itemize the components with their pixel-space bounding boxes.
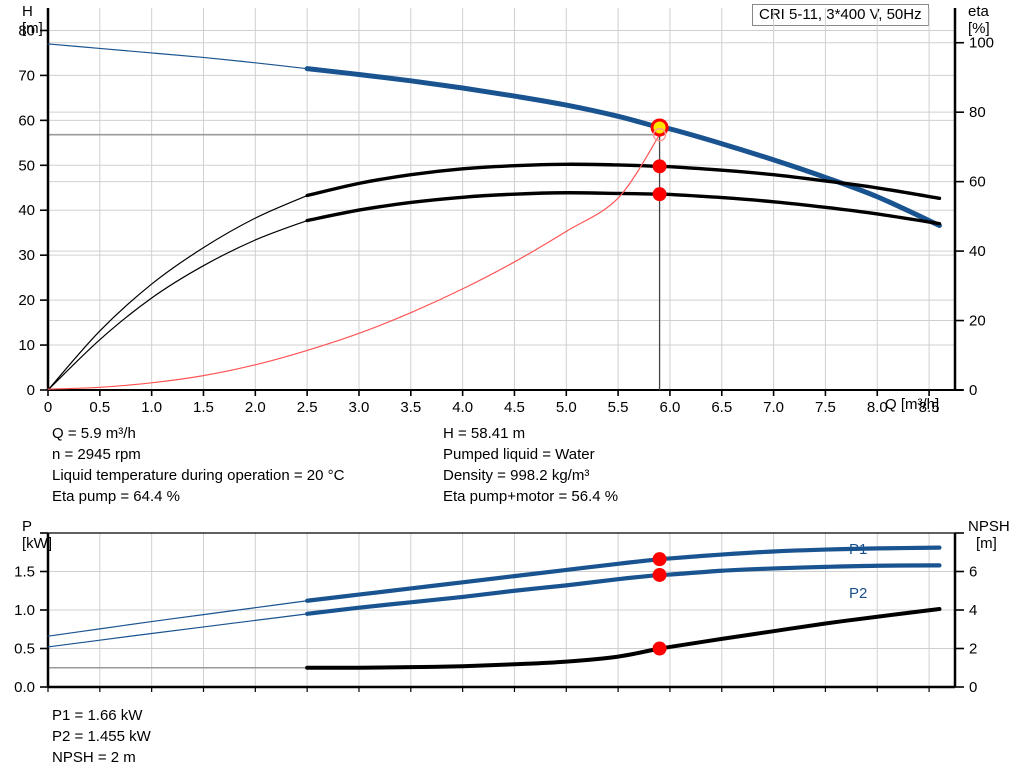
curve-p2-thin-extension: [47, 613, 308, 648]
top-x-tick-7: 3.5: [400, 399, 421, 416]
top-y-tick-70: 70: [18, 67, 35, 84]
duty-point-eta-pump-motor: [652, 187, 667, 202]
top-x-tick-5: 2.5: [297, 399, 318, 416]
top-y-tick-20: 20: [18, 292, 35, 309]
top-y-tick-30: 30: [18, 247, 35, 264]
curve-system-curve: [47, 134, 661, 390]
top-y-tick-40: 40: [18, 202, 35, 219]
top-x-tick-0: 0: [44, 399, 52, 416]
system-curve-point: [652, 128, 667, 142]
head-eta-chart: 0 10 20 30 40 50 60 70 80 0 20 40 60 80 100 0 0.5 1.0 1.5 2…: [18, 8, 994, 416]
info-col1-line-3: Eta pump = 64.4 %: [52, 488, 180, 505]
p2-curve-label: P2: [849, 585, 868, 602]
top-x-tick-16: 8.0: [867, 399, 888, 416]
top-y-tick-0: 0: [27, 382, 35, 399]
bottom-y-tick-1: 0.5: [14, 641, 35, 658]
curve-head-h-thin-extension: [47, 43, 308, 70]
top-x-axis-title: Q [m³/h]: [885, 396, 940, 413]
top-x-tick-12: 6.0: [660, 399, 681, 416]
curve-head-h-duty-range: [304, 66, 942, 229]
top-x-tick-14: 7.0: [763, 399, 784, 416]
top-x-tick-3: 1.5: [193, 399, 214, 416]
top-y-tick-80: 80: [18, 22, 35, 39]
top-y2-tick-20: 20: [969, 313, 986, 330]
top-x-tick-4: 2.0: [245, 399, 266, 416]
curve-p1-duty-range: [305, 545, 942, 603]
result-line-2: NPSH = 2 m: [52, 749, 136, 766]
result-line-0: P1 = 1.66 kW: [52, 707, 143, 724]
top-y-tick-50: 50: [18, 157, 35, 174]
info-col1-line-0: Q = 5.9 m³/h: [52, 425, 136, 442]
duty-point-head: [653, 121, 666, 134]
duty-point-p1: [652, 552, 667, 567]
top-y2-tick-40: 40: [969, 243, 986, 260]
duty-point-eta-pump: [652, 159, 667, 174]
info-col2-line-3: Eta pump+motor = 56.4 %: [443, 488, 619, 505]
curve-eta-pump-thin-extension: [47, 194, 308, 391]
duty-point-p2: [652, 567, 667, 582]
top-left-axis-unit: [m]: [22, 20, 43, 37]
bottom-y2-tick-3: 6: [969, 564, 977, 581]
top-x-tick-11: 5.5: [608, 399, 629, 416]
bottom-y2-tick-1: 2: [969, 641, 977, 658]
top-chart-series: [47, 43, 942, 391]
top-x-tick-13: 6.5: [711, 399, 732, 416]
power-npsh-chart: 0.0 0.5 1.0 1.5 0 2 4 6: [14, 532, 977, 696]
top-left-axis-name: H: [22, 3, 33, 20]
top-y-tick-10: 10: [18, 337, 35, 354]
top-x-tick-1: 0.5: [89, 399, 110, 416]
top-y2-tick-80: 80: [969, 104, 986, 121]
info-col2-line-1: Pumped liquid = Water: [443, 446, 595, 463]
bottom-y2-tick-2: 4: [969, 602, 977, 619]
top-right-axis-name: eta: [968, 3, 989, 20]
top-right-axis-title: eta [%]: [968, 3, 990, 37]
duty-point-npsh: [652, 641, 667, 656]
curve-eta-pump-motor-thin-extension: [47, 219, 308, 391]
bottom-right-axis-name: NPSH: [968, 518, 1010, 535]
bottom-y2-tick-0: 0: [969, 679, 977, 696]
bottom-left-axis-unit: [kW]: [22, 535, 52, 552]
bottom-left-axis-name: P: [22, 518, 33, 535]
top-y2-tick-100: 100: [969, 35, 994, 52]
bottom-chart-series: [47, 545, 942, 670]
bottom-chart-axes: 0.0 0.5 1.0 1.5 0 2 4 6: [14, 532, 977, 696]
info-col2-line-0: H = 58.41 m: [443, 425, 526, 442]
bottom-right-axis-unit: [m]: [976, 535, 997, 552]
info-col1-line-2: Liquid temperature during operation = 20…: [52, 467, 345, 484]
top-right-axis-unit: [%]: [968, 20, 990, 37]
bottom-y-tick-0: 0.0: [14, 679, 35, 696]
top-chart-markers: [650, 118, 669, 202]
top-x-tick-9: 4.5: [504, 399, 525, 416]
top-chart-grid: [47, 8, 955, 391]
bottom-left-axis-title: P [kW]: [22, 518, 52, 552]
curve-p1-thin-extension: [47, 600, 308, 637]
bottom-y-tick-3: 1.5: [14, 564, 35, 581]
info-col1-line-1: n = 2945 rpm: [52, 446, 141, 463]
top-x-tick-6: 3.0: [349, 399, 370, 416]
bottom-y-tick-2: 1.0: [14, 602, 35, 619]
top-x-tick-8: 4.0: [452, 399, 473, 416]
info-col2-line-2: Density = 998.2 kg/m³: [443, 467, 590, 484]
result-line-1: P2 = 1.455 kW: [52, 728, 151, 745]
curve-npsh: [305, 607, 942, 670]
top-x-tick-10: 5.0: [556, 399, 577, 416]
bottom-right-axis-title: NPSH [m]: [968, 518, 1010, 552]
curve-p2-duty-range: [305, 563, 942, 616]
pump-title-box: CRI 5-11, 3*400 V, 50Hz: [752, 4, 929, 26]
top-x-tick-17: 8.5: [919, 399, 940, 416]
top-chart-axes: 0 10 20 30 40 50 60 70 80 0 20 40 60 80 100 0 0.5 1.0 1.5 2…: [18, 8, 994, 416]
top-left-axis-title: H [m]: [22, 3, 43, 37]
curve-eta-pump-motor-duty-range: [305, 191, 942, 226]
bottom-chart-markers: [652, 552, 667, 656]
top-y2-tick-0: 0: [969, 382, 977, 399]
top-y2-tick-60: 60: [969, 174, 986, 191]
top-y-tick-60: 60: [18, 112, 35, 129]
top-x-tick-15: 7.5: [815, 399, 836, 416]
top-x-tick-2: 1.0: [141, 399, 162, 416]
